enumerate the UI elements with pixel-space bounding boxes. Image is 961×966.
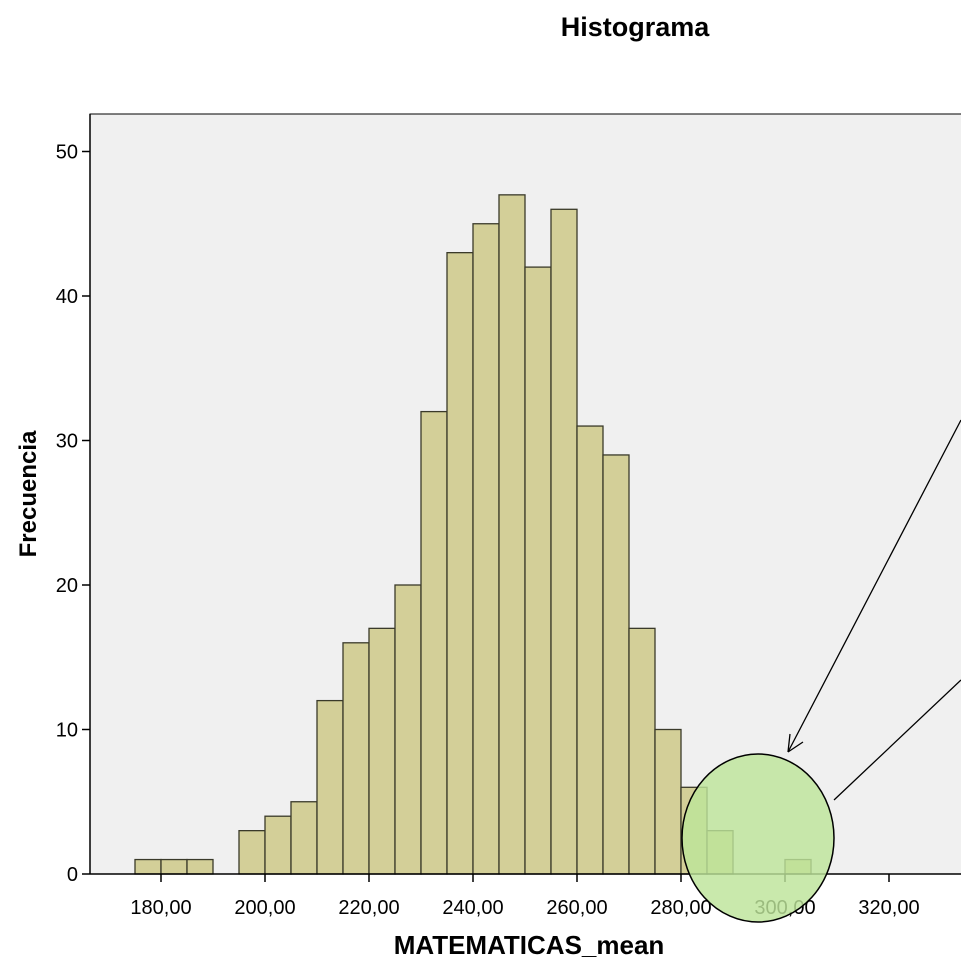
histogram-bar bbox=[316, 699, 344, 875]
histogram-bar bbox=[264, 815, 292, 875]
histogram-bar bbox=[654, 728, 682, 875]
x-tick-label: 240,00 bbox=[442, 897, 503, 919]
y-axis-label: Frecuencia bbox=[15, 430, 42, 557]
bars-group bbox=[134, 194, 812, 875]
annotations-group bbox=[681, 419, 961, 923]
histogram-bar bbox=[160, 858, 188, 875]
y-tick-label: 20 bbox=[56, 575, 78, 597]
histogram-bar bbox=[394, 584, 422, 875]
y-tick-label: 0 bbox=[67, 864, 78, 886]
x-axis-label: MATEMATICAS_mean bbox=[394, 930, 665, 960]
pointer-arrowhead bbox=[787, 733, 804, 753]
histogram-bar bbox=[290, 801, 318, 875]
histogram-bar bbox=[602, 454, 630, 875]
histogram-bar bbox=[498, 194, 526, 875]
histogram-bar bbox=[576, 425, 604, 875]
histogram-bar bbox=[342, 642, 370, 875]
histogram-bar bbox=[628, 627, 656, 875]
histogram-bar bbox=[238, 830, 266, 875]
histogram-bar bbox=[446, 251, 474, 875]
x-tick-label: 180,00 bbox=[130, 897, 191, 919]
y-tick-label: 40 bbox=[56, 286, 78, 308]
histogram-bar bbox=[186, 858, 214, 875]
pointer-arrow-line bbox=[787, 419, 961, 753]
histogram-bar bbox=[472, 223, 500, 875]
histogram-bar bbox=[420, 410, 448, 875]
x-tick-label: 200,00 bbox=[234, 897, 295, 919]
x-tick-label: 220,00 bbox=[338, 897, 399, 919]
highlight-ellipse bbox=[681, 753, 835, 923]
x-tick-label: 320,00 bbox=[858, 897, 919, 919]
histogram-bar bbox=[550, 208, 578, 875]
histogram-bar bbox=[368, 627, 396, 875]
x-tick-label: 280,00 bbox=[650, 897, 711, 919]
histogram-bar bbox=[134, 858, 162, 875]
chart-title: Histograma bbox=[560, 12, 710, 42]
y-tick-label: 10 bbox=[56, 720, 78, 742]
pointer-line bbox=[833, 679, 961, 801]
y-ticks-group: 0 10 20 30 40 50 bbox=[56, 142, 90, 886]
y-tick-label: 30 bbox=[56, 431, 78, 453]
y-tick-label: 50 bbox=[56, 142, 78, 164]
x-tick-label: 260,00 bbox=[546, 897, 607, 919]
histogram-bar bbox=[524, 266, 552, 875]
